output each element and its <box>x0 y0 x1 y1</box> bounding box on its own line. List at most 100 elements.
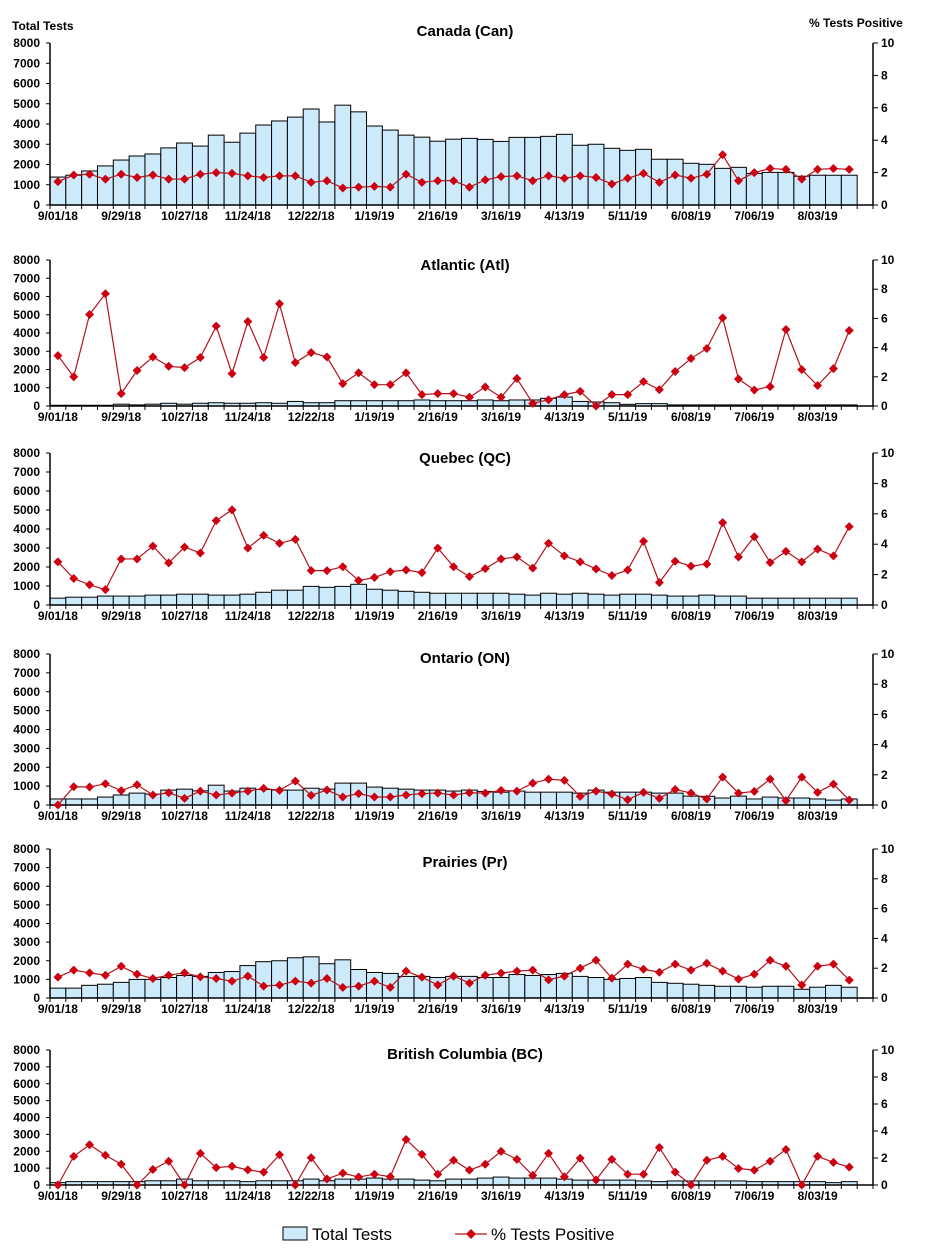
bar-total-tests <box>492 592 510 606</box>
marker-tests-positive <box>369 976 379 986</box>
marker-tests-positive <box>369 1169 379 1179</box>
marker-tests-positive <box>702 1155 712 1165</box>
bar-total-tests <box>555 791 573 806</box>
left-tick-label: 7000 <box>13 666 40 680</box>
bar-total-tests <box>682 983 700 999</box>
marker-tests-positive <box>148 790 158 800</box>
x-tick-label: 9/29/18 <box>101 1189 141 1203</box>
marker-tests-positive <box>401 966 411 976</box>
marker-tests-positive <box>844 326 854 336</box>
marker-tests-positive <box>797 980 807 990</box>
left-tick-label: 5000 <box>13 503 40 517</box>
left-tick-label: 1000 <box>13 381 40 395</box>
bar-total-tests <box>128 792 146 806</box>
bar-total-tests <box>96 595 114 606</box>
marker-tests-positive <box>164 174 174 184</box>
x-tick-label: 4/13/19 <box>544 1002 584 1016</box>
marker-tests-positive <box>164 361 174 371</box>
left-tick-label: 3000 <box>13 344 40 358</box>
bar-total-tests <box>334 400 352 407</box>
marker-tests-positive <box>85 968 95 978</box>
left-tick-label: 8000 <box>13 446 40 460</box>
bar-total-tests <box>445 1178 462 1186</box>
marker-tests-positive <box>69 782 79 792</box>
marker-tests-positive <box>623 1169 633 1179</box>
x-tick-label: 8/03/19 <box>798 209 838 223</box>
bar-total-tests <box>698 984 716 999</box>
marker-tests-positive <box>132 554 142 564</box>
chart-panel: British Columbia (BC) 0 1000 2000 3000 4000 50… <box>13 1043 894 1203</box>
bar-total-tests <box>524 594 542 606</box>
x-tick-label: 7/06/19 <box>734 1002 774 1016</box>
x-tick-label: 8/03/19 <box>798 1002 838 1016</box>
marker-tests-positive <box>480 1159 490 1169</box>
marker-tests-positive <box>512 786 522 796</box>
bar-total-tests <box>745 798 763 806</box>
marker-tests-positive <box>211 973 221 983</box>
bar-total-tests <box>508 593 526 606</box>
marker-tests-positive <box>718 772 728 782</box>
left-tick-label: 0 <box>33 798 40 812</box>
x-tick-label: 6/08/19 <box>671 209 711 223</box>
marker-tests-positive <box>559 173 569 183</box>
bar-total-tests <box>476 1177 494 1186</box>
marker-tests-positive <box>116 1159 126 1169</box>
bar-total-tests <box>619 977 637 999</box>
legend-line-label: % Tests Positive <box>491 1225 614 1244</box>
x-tick-label: 5/11/19 <box>608 609 648 623</box>
marker-tests-positive <box>132 366 142 376</box>
marker-tests-positive <box>844 975 854 985</box>
x-tick-label: 9/29/18 <box>101 410 141 424</box>
right-tick-label: 4 <box>881 133 888 147</box>
marker-tests-positive <box>797 557 807 567</box>
marker-tests-positive <box>702 343 712 353</box>
chart-title: British Columbia (BC) <box>387 1046 543 1063</box>
bar-total-tests <box>619 593 637 606</box>
marker-tests-positive <box>227 369 237 379</box>
bar-total-tests <box>682 162 700 206</box>
bar-total-tests <box>508 974 526 999</box>
marker-tests-positive <box>433 176 443 186</box>
bar-total-tests <box>587 593 605 606</box>
marker-tests-positive <box>765 164 775 174</box>
marker-tests-positive <box>733 974 743 984</box>
x-tick-label: 4/13/19 <box>544 809 584 823</box>
bar-total-tests <box>445 400 462 407</box>
chart-panel: Atlantic (Atl) 0 1000 2000 3000 4000 5000 6000 7… <box>13 253 894 424</box>
marker-tests-positive <box>274 785 284 795</box>
marker-tests-positive <box>306 1153 316 1163</box>
bar-total-tests <box>239 593 257 606</box>
right-tick-label: 0 <box>881 798 888 812</box>
bar-total-tests <box>666 792 684 806</box>
bar-total-tests <box>176 593 193 606</box>
marker-tests-positive <box>148 352 158 362</box>
marker-tests-positive <box>148 170 158 180</box>
bar-total-tests <box>793 797 811 806</box>
bar-total-tests <box>445 138 462 206</box>
bar-total-tests <box>397 400 415 407</box>
left-tick-label: 3000 <box>13 137 40 151</box>
marker-tests-positive <box>464 788 474 798</box>
marker-tests-positive <box>180 793 190 803</box>
right-tick-label: 6 <box>881 1097 888 1111</box>
x-tick-label: 8/03/19 <box>798 410 838 424</box>
marker-tests-positive <box>765 1156 775 1166</box>
marker-tests-positive <box>53 800 63 810</box>
right-tick-label: 6 <box>881 507 888 521</box>
x-tick-label: 9/29/18 <box>101 809 141 823</box>
marker-tests-positive <box>686 173 696 183</box>
chart-title: Atlantic (Atl) <box>420 257 509 274</box>
marker-tests-positive <box>639 964 649 974</box>
marker-tests-positive <box>686 1180 696 1190</box>
right-tick-label: 6 <box>881 101 888 115</box>
marker-tests-positive <box>559 390 569 400</box>
marker-tests-positive <box>670 1167 680 1177</box>
marker-tests-positive <box>274 171 284 181</box>
marker-tests-positive <box>417 568 427 578</box>
marker-tests-positive <box>749 385 759 395</box>
bar-total-tests <box>271 960 288 999</box>
bar-total-tests <box>96 796 114 806</box>
chart-title: Prairies (Pr) <box>422 854 507 871</box>
right-tick-label: 4 <box>881 1124 888 1138</box>
bar-total-tests <box>176 974 193 999</box>
